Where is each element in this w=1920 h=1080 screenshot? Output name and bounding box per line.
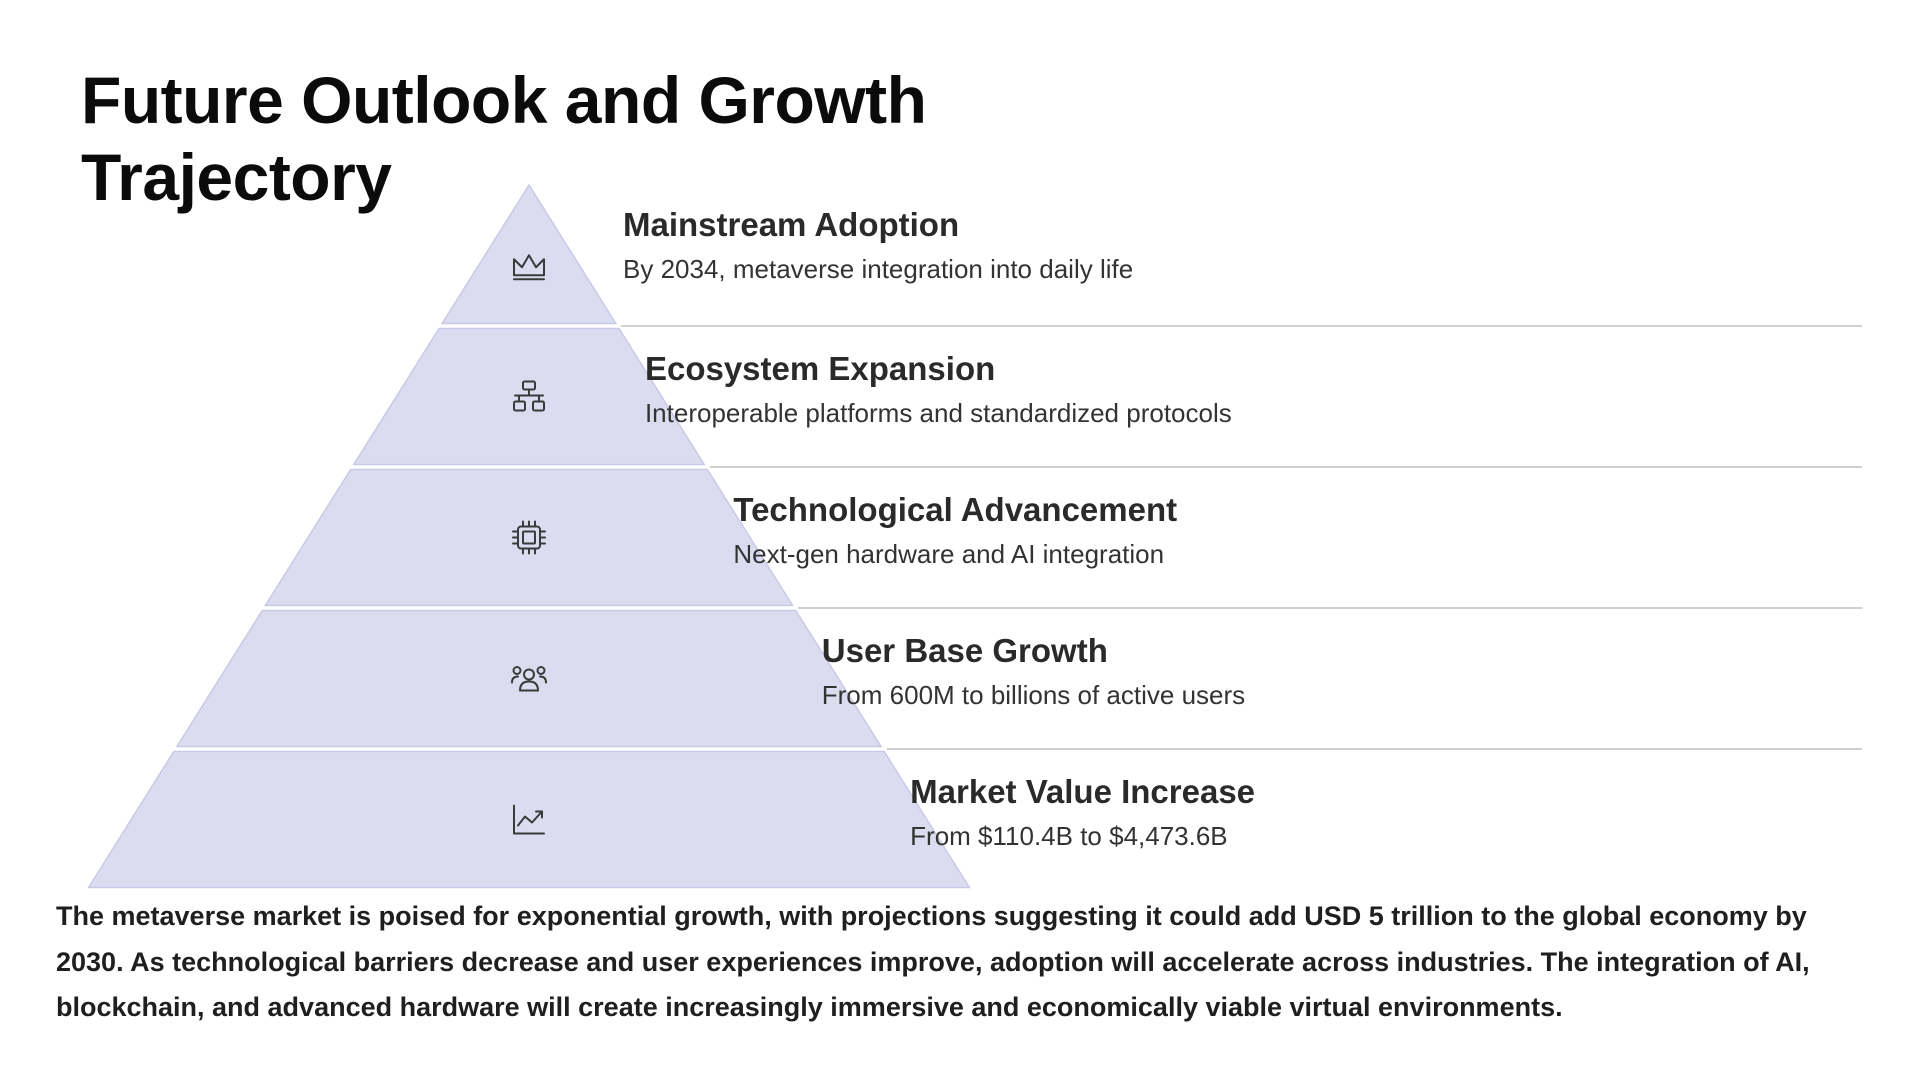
summary-paragraph: The metaverse market is poised for expon… <box>56 901 1810 1022</box>
level-title: Technological Advancement <box>733 490 1178 528</box>
pyramid-diagram <box>87 183 971 889</box>
chip-icon <box>512 520 546 555</box>
users-icon <box>511 666 547 692</box>
pyramid-tier-3 <box>264 468 794 607</box>
level-title: Market Value Increase <box>910 772 1256 810</box>
level-description: Next-gen hardware and AI integration <box>733 538 1165 569</box>
level-title: User Base Growth <box>821 631 1108 669</box>
level-divider <box>709 466 1862 468</box>
level-3: Technological Advancement Next-gen hardwa… <box>733 490 1177 570</box>
level-description: From 600M to billions of active users <box>821 679 1246 710</box>
level-2: Ecosystem Expansion Interoperable platfor… <box>645 349 1232 429</box>
level-1: Mainstream Adoption By 2034, metaverse in… <box>623 205 1133 285</box>
level-5: Market Value Increase From $110.4B to $4,… <box>910 772 1255 852</box>
level-4: User Base Growth From 600M to billions of… <box>822 631 1245 711</box>
chart-trend-icon <box>513 804 545 835</box>
level-divider <box>798 607 1862 609</box>
page-title: Future Outlook and Growth Trajectory <box>81 63 927 214</box>
level-divider <box>621 325 1862 327</box>
level-description: By 2034, metaverse integration into dail… <box>623 254 1134 284</box>
level-title: Mainstream Adoption <box>623 206 960 243</box>
network-icon <box>513 380 545 412</box>
level-description: Interoperable platforms and standardized… <box>644 397 1232 428</box>
crown-icon <box>513 254 545 281</box>
level-title: Ecosystem Expansion <box>644 349 996 387</box>
level-divider <box>886 748 1862 750</box>
level-description: From $110.4B to $4,473.6B <box>910 820 1228 851</box>
